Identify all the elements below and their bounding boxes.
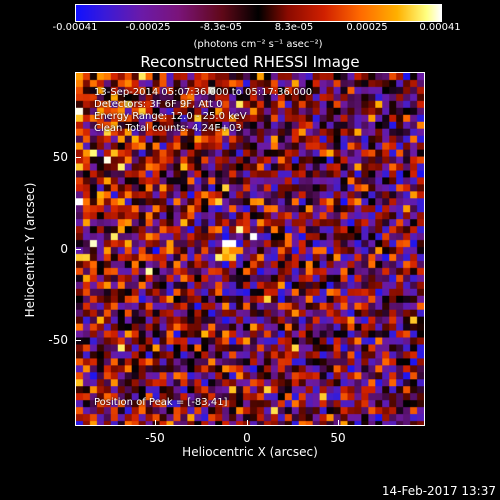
x-tick-label: 50 [330, 431, 346, 445]
heatmap-image [76, 73, 424, 425]
y-tick-label: -50 [48, 333, 68, 347]
y-axis-label: Heliocentric Y (arcsec) [23, 182, 37, 318]
colorbar-tick: -0.00041 [52, 22, 98, 33]
annotation-energy: Energy Range: 12.0 - 25.0 keV [94, 111, 247, 122]
x-axis-label: Heliocentric X (arcsec) [182, 445, 318, 459]
colorbar-tick: -0.00025 [125, 22, 171, 33]
footer-timestamp: 14-Feb-2017 13:37 [381, 484, 496, 498]
y-tick-mark [75, 157, 81, 158]
colorbar [75, 4, 442, 22]
x-tick-mark [247, 420, 248, 426]
x-tick-mark [338, 420, 339, 426]
y-tick-label: 50 [52, 150, 68, 164]
plot-area [75, 72, 425, 426]
annotation-detectors: Detectors: 3F 6F 9F, Att 0 [94, 99, 223, 110]
colorbar-units: (photons cm⁻² s⁻¹ asec⁻²) [193, 39, 323, 50]
y-tick-mark [75, 249, 81, 250]
x-tick-label: -50 [145, 431, 165, 445]
x-tick-mark [155, 420, 156, 426]
x-tick-label: 0 [243, 431, 251, 445]
y-tick-mark [75, 340, 81, 341]
annotation-clean: Clean Total counts: 4.24E+03 [94, 123, 242, 134]
colorbar-tick: 0.00025 [346, 22, 388, 33]
y-tick-label: 0 [60, 242, 68, 256]
colorbar-tick: 0.00041 [419, 22, 461, 33]
chart-title: Reconstructed RHESSI Image [140, 53, 360, 71]
annotation-peak: Position of Peak = [-83,41] [94, 397, 228, 408]
annotation-time: 13-Sep-2014 05:07:36.000 to 05:17:36.000 [94, 87, 313, 98]
colorbar-tick: 8.3e-05 [274, 22, 314, 33]
colorbar-tick: -8.3e-05 [200, 22, 242, 33]
